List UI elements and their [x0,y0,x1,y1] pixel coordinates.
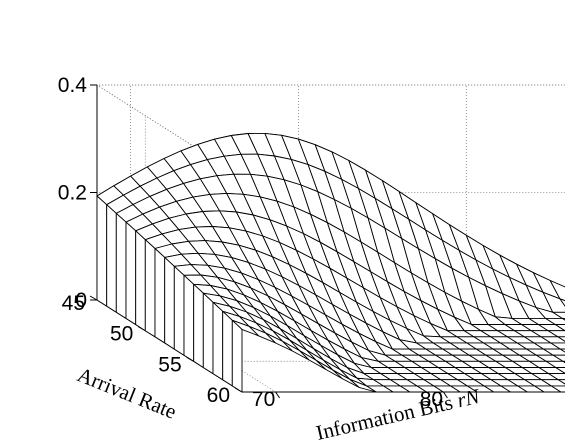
surface-cell [540,336,565,344]
x-tick-mark [443,391,448,399]
surface-cell [547,330,565,338]
surface-cell [555,367,565,374]
surface-cell [550,342,565,350]
surface-skirt-left [135,230,146,332]
z-tick-label: 0.2 [58,182,87,205]
x-axis-label-text: Information Bits [314,390,455,442]
surface-cell [559,348,565,353]
surface-cell [542,291,565,313]
surface-cell [550,385,565,393]
surface-skirt-left [183,274,195,362]
z-tick-label: 0.4 [58,74,88,97]
surface-cell [552,311,565,319]
surface-skirt-left [164,256,175,350]
surface-cell [554,324,565,332]
surface-skirt-left [144,239,156,338]
surface-cell [543,348,565,356]
surface-skirt-left [212,301,224,381]
surface-skirt-left [106,204,117,313]
surface-skirt-left [154,248,166,344]
surface-skirt-left [202,292,214,375]
surface-mesh [96,132,565,393]
y-tick-label: 45 [62,292,85,315]
surface-skirt-left [125,221,137,325]
surface-cell [545,317,565,325]
surface-cell [545,360,565,368]
y-tick-label: 55 [158,353,181,376]
surface-cell [561,317,565,321]
y-tick-mark [89,295,98,301]
x-tick-mark [275,391,280,399]
surface-cell [538,367,565,375]
surface-cell [538,324,565,332]
surface-skirt-left [115,212,127,319]
surface-cell [549,280,565,302]
surface-skirt-left [231,319,243,393]
surface-skirt-left [222,310,233,387]
tick-labels: 00.20.445505560708090 [58,74,443,411]
surface-skirt-left [96,195,108,307]
surface-skirt-left [193,283,204,368]
surface-cell [541,379,565,387]
z-tick-label: 0 [75,289,87,312]
surface-cell [559,298,565,307]
y-tick-label: 60 [207,384,230,407]
surface-cell [548,373,565,381]
x-tick-label: 80 [420,388,443,411]
surface-cell [557,336,565,342]
surface-skirt-left [173,265,185,356]
y-tick-label: 50 [110,323,133,346]
x-tick-label: 70 [252,388,275,411]
